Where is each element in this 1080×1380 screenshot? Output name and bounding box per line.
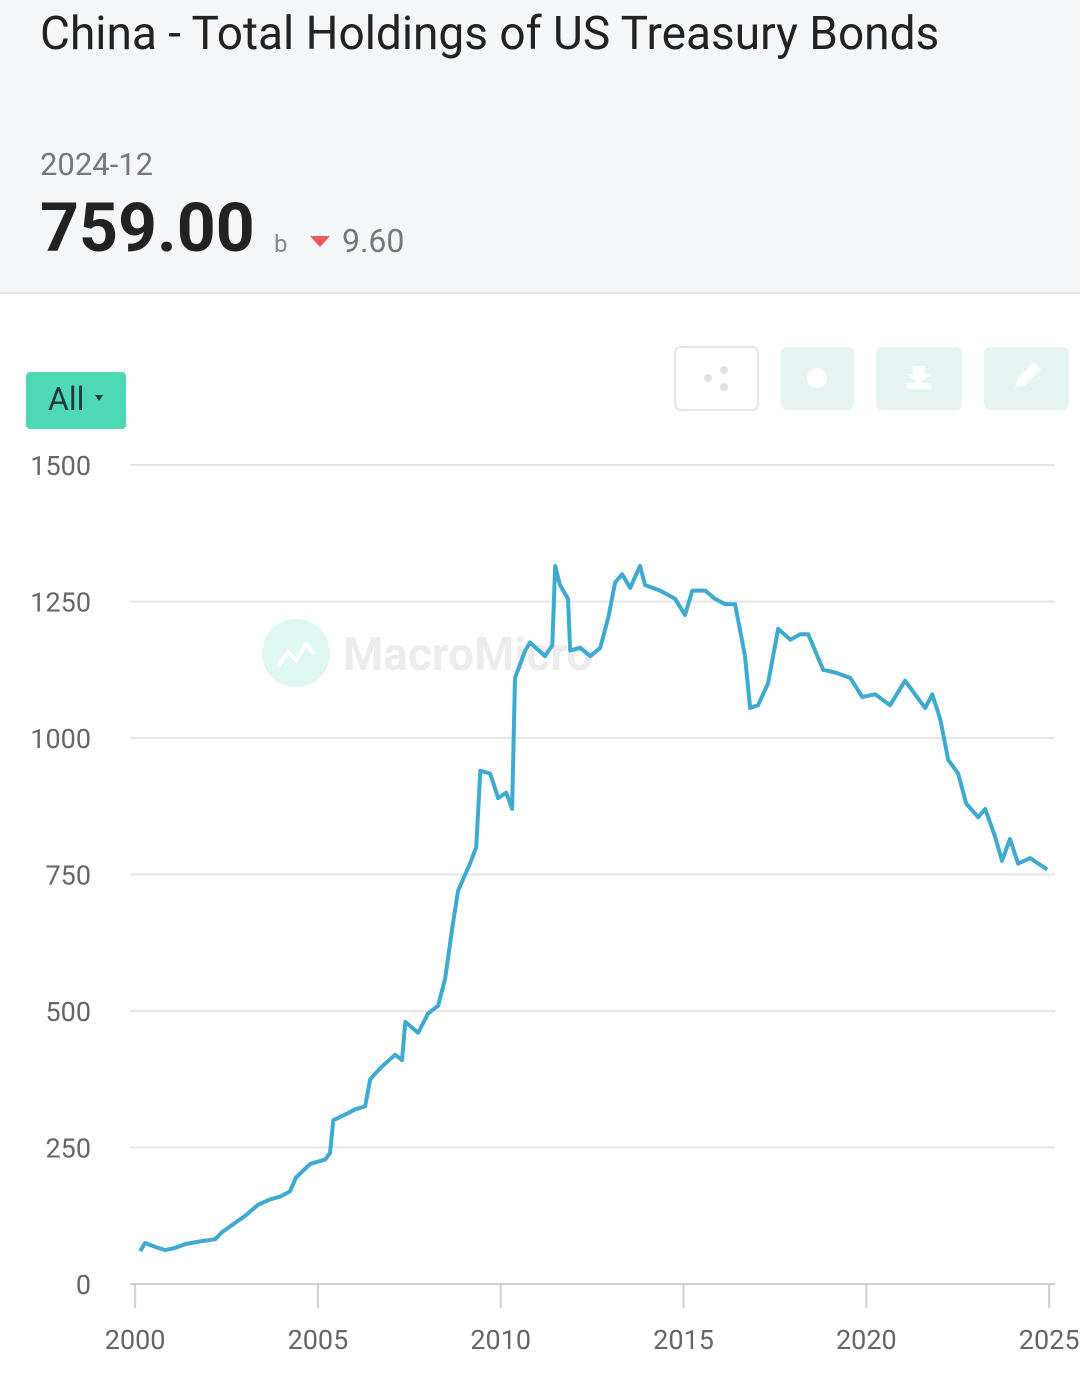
y-tick-label: 1250 (30, 587, 91, 619)
header: China - Total Holdings of US Treasury Bo… (0, 0, 1080, 294)
line (138, 564, 1049, 1253)
date: 2024-12 (40, 146, 154, 183)
y-tick-label: 250 (45, 1133, 91, 1165)
change: 9.60 (342, 222, 405, 260)
y-tick-label: 1000 (30, 723, 91, 755)
share-button[interactable] (674, 346, 759, 411)
latest-value: 759.00 (40, 188, 255, 268)
down-arrow (310, 236, 330, 247)
x-tick-label: 2025 (1019, 1324, 1080, 1356)
watermark-text: MacroMicro (343, 628, 593, 682)
x-tick-label: 2000 (105, 1324, 166, 1356)
y-tick-label: 0 (76, 1269, 91, 1301)
unit: b (274, 230, 288, 258)
toolbar (674, 346, 1069, 411)
title: China - Total Holdings of US Treasury Bo… (40, 7, 940, 61)
y-tick-label: 750 (45, 860, 91, 892)
range-label: All (48, 380, 84, 418)
x-tick-label: 2005 (288, 1324, 349, 1356)
y-tick-label: 1500 (30, 450, 91, 482)
y-tick-label: 500 (45, 996, 91, 1028)
x-tick-label: 2010 (470, 1324, 531, 1356)
x-tick-label: 2015 (653, 1324, 714, 1356)
x-tick-label: 2020 (836, 1324, 897, 1356)
range-button[interactable] (26, 372, 126, 429)
